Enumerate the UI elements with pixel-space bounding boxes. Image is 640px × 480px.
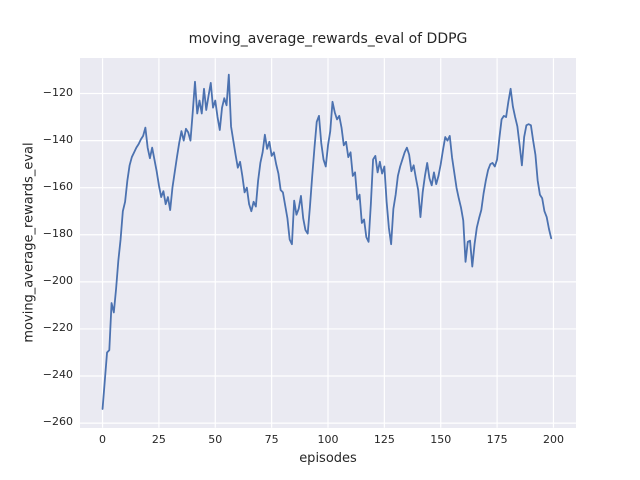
reward-line bbox=[101, 73, 553, 410]
y-tick-label: −260 bbox=[42, 415, 73, 429]
chart-canvas bbox=[80, 58, 576, 428]
x-tick-label: 125 bbox=[373, 433, 395, 446]
y-tick-label: −220 bbox=[42, 321, 73, 335]
x-tick-label: 25 bbox=[151, 433, 166, 446]
y-tick-label: −160 bbox=[42, 180, 73, 194]
y-tick-label: −120 bbox=[42, 85, 73, 99]
plot-area bbox=[80, 58, 576, 428]
x-axis-label: episodes bbox=[299, 451, 357, 466]
x-tick-label: 200 bbox=[542, 433, 564, 446]
chart-title: moving_average_rewards_eval of DDPG bbox=[188, 31, 468, 47]
x-tick-label: 175 bbox=[486, 433, 508, 446]
x-tick-label: 100 bbox=[317, 433, 339, 446]
x-tick-label: 150 bbox=[430, 433, 452, 446]
y-tick-label: −240 bbox=[42, 368, 73, 382]
x-tick-label: 0 bbox=[99, 433, 107, 446]
y-tick-label: −140 bbox=[42, 132, 73, 146]
y-tick-label: −180 bbox=[42, 227, 73, 241]
x-tick-label: 75 bbox=[264, 433, 279, 446]
x-tick-label: 50 bbox=[208, 433, 223, 446]
y-tick-label: −200 bbox=[42, 274, 73, 288]
